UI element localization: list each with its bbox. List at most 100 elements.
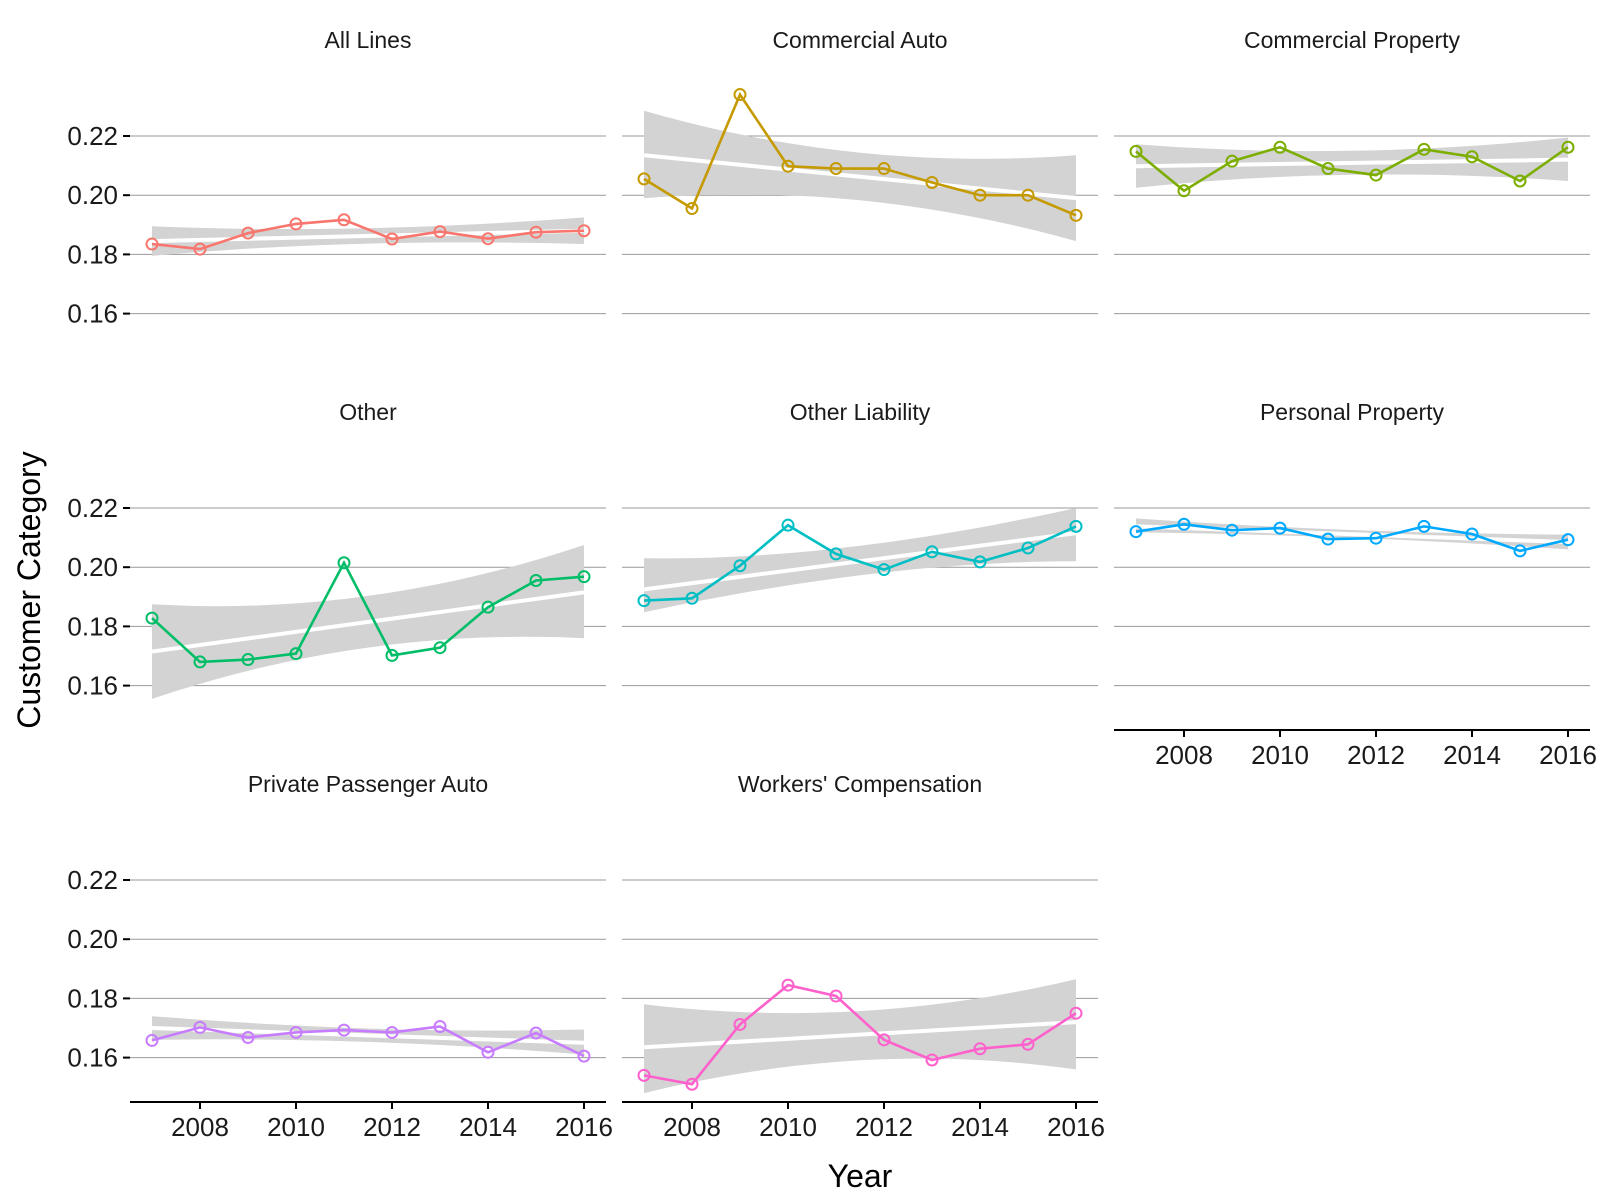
data-point <box>433 1020 447 1034</box>
x-tick-label: 2016 <box>1539 740 1597 770</box>
x-tick-label: 2012 <box>1347 740 1405 770</box>
x-tick-label: 2008 <box>171 1112 229 1142</box>
data-point <box>637 1068 651 1082</box>
trend-line <box>1135 524 1569 545</box>
trend-line <box>151 228 585 244</box>
data-point <box>925 1053 939 1067</box>
y-tick-label: 0.16 <box>67 1043 118 1073</box>
trend-line <box>151 1026 585 1045</box>
series-line <box>151 1025 585 1058</box>
data-point <box>433 641 447 655</box>
y-tick-label: 0.22 <box>67 865 118 895</box>
trend-line <box>643 153 1077 201</box>
data-point <box>241 226 255 240</box>
data-point <box>481 600 495 614</box>
facet-title: Commercial Property <box>1244 27 1460 53</box>
data-point <box>193 1020 207 1034</box>
y-tick-label: 0.20 <box>67 180 118 210</box>
data-point <box>1321 532 1335 546</box>
data-point <box>1561 533 1575 547</box>
data-point <box>241 1030 255 1044</box>
data-point <box>145 237 159 251</box>
data-point <box>973 1042 987 1056</box>
data-point <box>337 1023 351 1037</box>
facet-panel: Commercial Auto <box>622 27 1098 315</box>
data-point <box>241 653 255 667</box>
series-line <box>643 983 1077 1086</box>
data-point <box>1225 523 1239 537</box>
trend-line <box>151 590 585 654</box>
data-point <box>1069 208 1083 222</box>
facet-panel: All Lines 0.16 0.18 0.20 0.22 <box>67 27 606 329</box>
data-point <box>1513 174 1527 188</box>
series-line <box>1135 522 1569 553</box>
trend-line <box>1135 157 1569 169</box>
data-point <box>145 1033 159 1047</box>
data-point <box>877 162 891 176</box>
x-tick-label: 2008 <box>1155 740 1213 770</box>
data-point <box>289 1025 303 1039</box>
data-point <box>733 1017 747 1031</box>
data-point <box>289 647 303 661</box>
data-point <box>145 611 159 625</box>
data-point <box>529 574 543 588</box>
x-tick-label: 2016 <box>555 1112 613 1142</box>
x-tick-label: 2010 <box>267 1112 325 1142</box>
data-point <box>973 555 987 569</box>
data-point <box>733 559 747 573</box>
data-point <box>877 1033 891 1047</box>
data-point <box>829 547 843 561</box>
facet-panel: Other 0.16 0.18 0.20 0.22 <box>67 399 606 701</box>
data-point <box>781 518 795 532</box>
data-point <box>637 172 651 186</box>
series-line <box>151 559 585 664</box>
y-tick-label: 0.16 <box>67 299 118 329</box>
x-tick-label: 2014 <box>951 1112 1009 1142</box>
data-point <box>733 88 747 102</box>
series-line <box>643 523 1077 602</box>
data-point <box>1465 527 1479 541</box>
data-point <box>1369 168 1383 182</box>
facet-panels: All Lines 0.16 0.18 0.20 0.22 Commercial Auto… <box>67 27 1597 1142</box>
data-point <box>925 175 939 189</box>
data-point <box>1273 140 1287 154</box>
x-tick-label: 2016 <box>1047 1112 1105 1142</box>
data-point <box>1321 162 1335 176</box>
facet-panel: Other Liability <box>622 399 1098 687</box>
data-point <box>481 232 495 246</box>
data-point <box>577 570 591 584</box>
y-axis-title: Customer Category <box>11 451 47 728</box>
facet-panel: Private Passenger Auto 0.16 0.18 0.20 0.22 20… <box>67 771 613 1142</box>
series-line <box>643 91 1077 217</box>
data-point <box>685 1077 699 1091</box>
data-point <box>685 591 699 605</box>
series-line <box>151 218 585 251</box>
data-point <box>685 202 699 216</box>
data-point <box>925 545 939 559</box>
data-point <box>1369 531 1383 545</box>
data-point <box>877 563 891 577</box>
data-point <box>289 217 303 231</box>
trend-line <box>643 1020 1077 1050</box>
facet-panel: Commercial Property <box>1114 27 1590 315</box>
y-tick-label: 0.18 <box>67 239 118 269</box>
data-point <box>1177 184 1191 198</box>
data-point <box>1417 519 1431 533</box>
x-tick-label: 2010 <box>1251 740 1309 770</box>
y-tick-label: 0.22 <box>67 121 118 151</box>
data-point <box>637 594 651 608</box>
y-tick-label: 0.18 <box>67 611 118 641</box>
data-point <box>193 242 207 256</box>
data-point <box>433 225 447 239</box>
facet-title: Workers' Compensation <box>738 771 982 797</box>
x-tick-label: 2014 <box>1443 740 1501 770</box>
data-point <box>385 1025 399 1039</box>
y-tick-label: 0.20 <box>67 924 118 954</box>
data-point <box>529 225 543 239</box>
data-point <box>1069 519 1083 533</box>
data-point <box>1513 544 1527 558</box>
facet-title: Other Liability <box>790 399 931 425</box>
data-point <box>1417 142 1431 156</box>
data-point <box>1021 188 1035 202</box>
